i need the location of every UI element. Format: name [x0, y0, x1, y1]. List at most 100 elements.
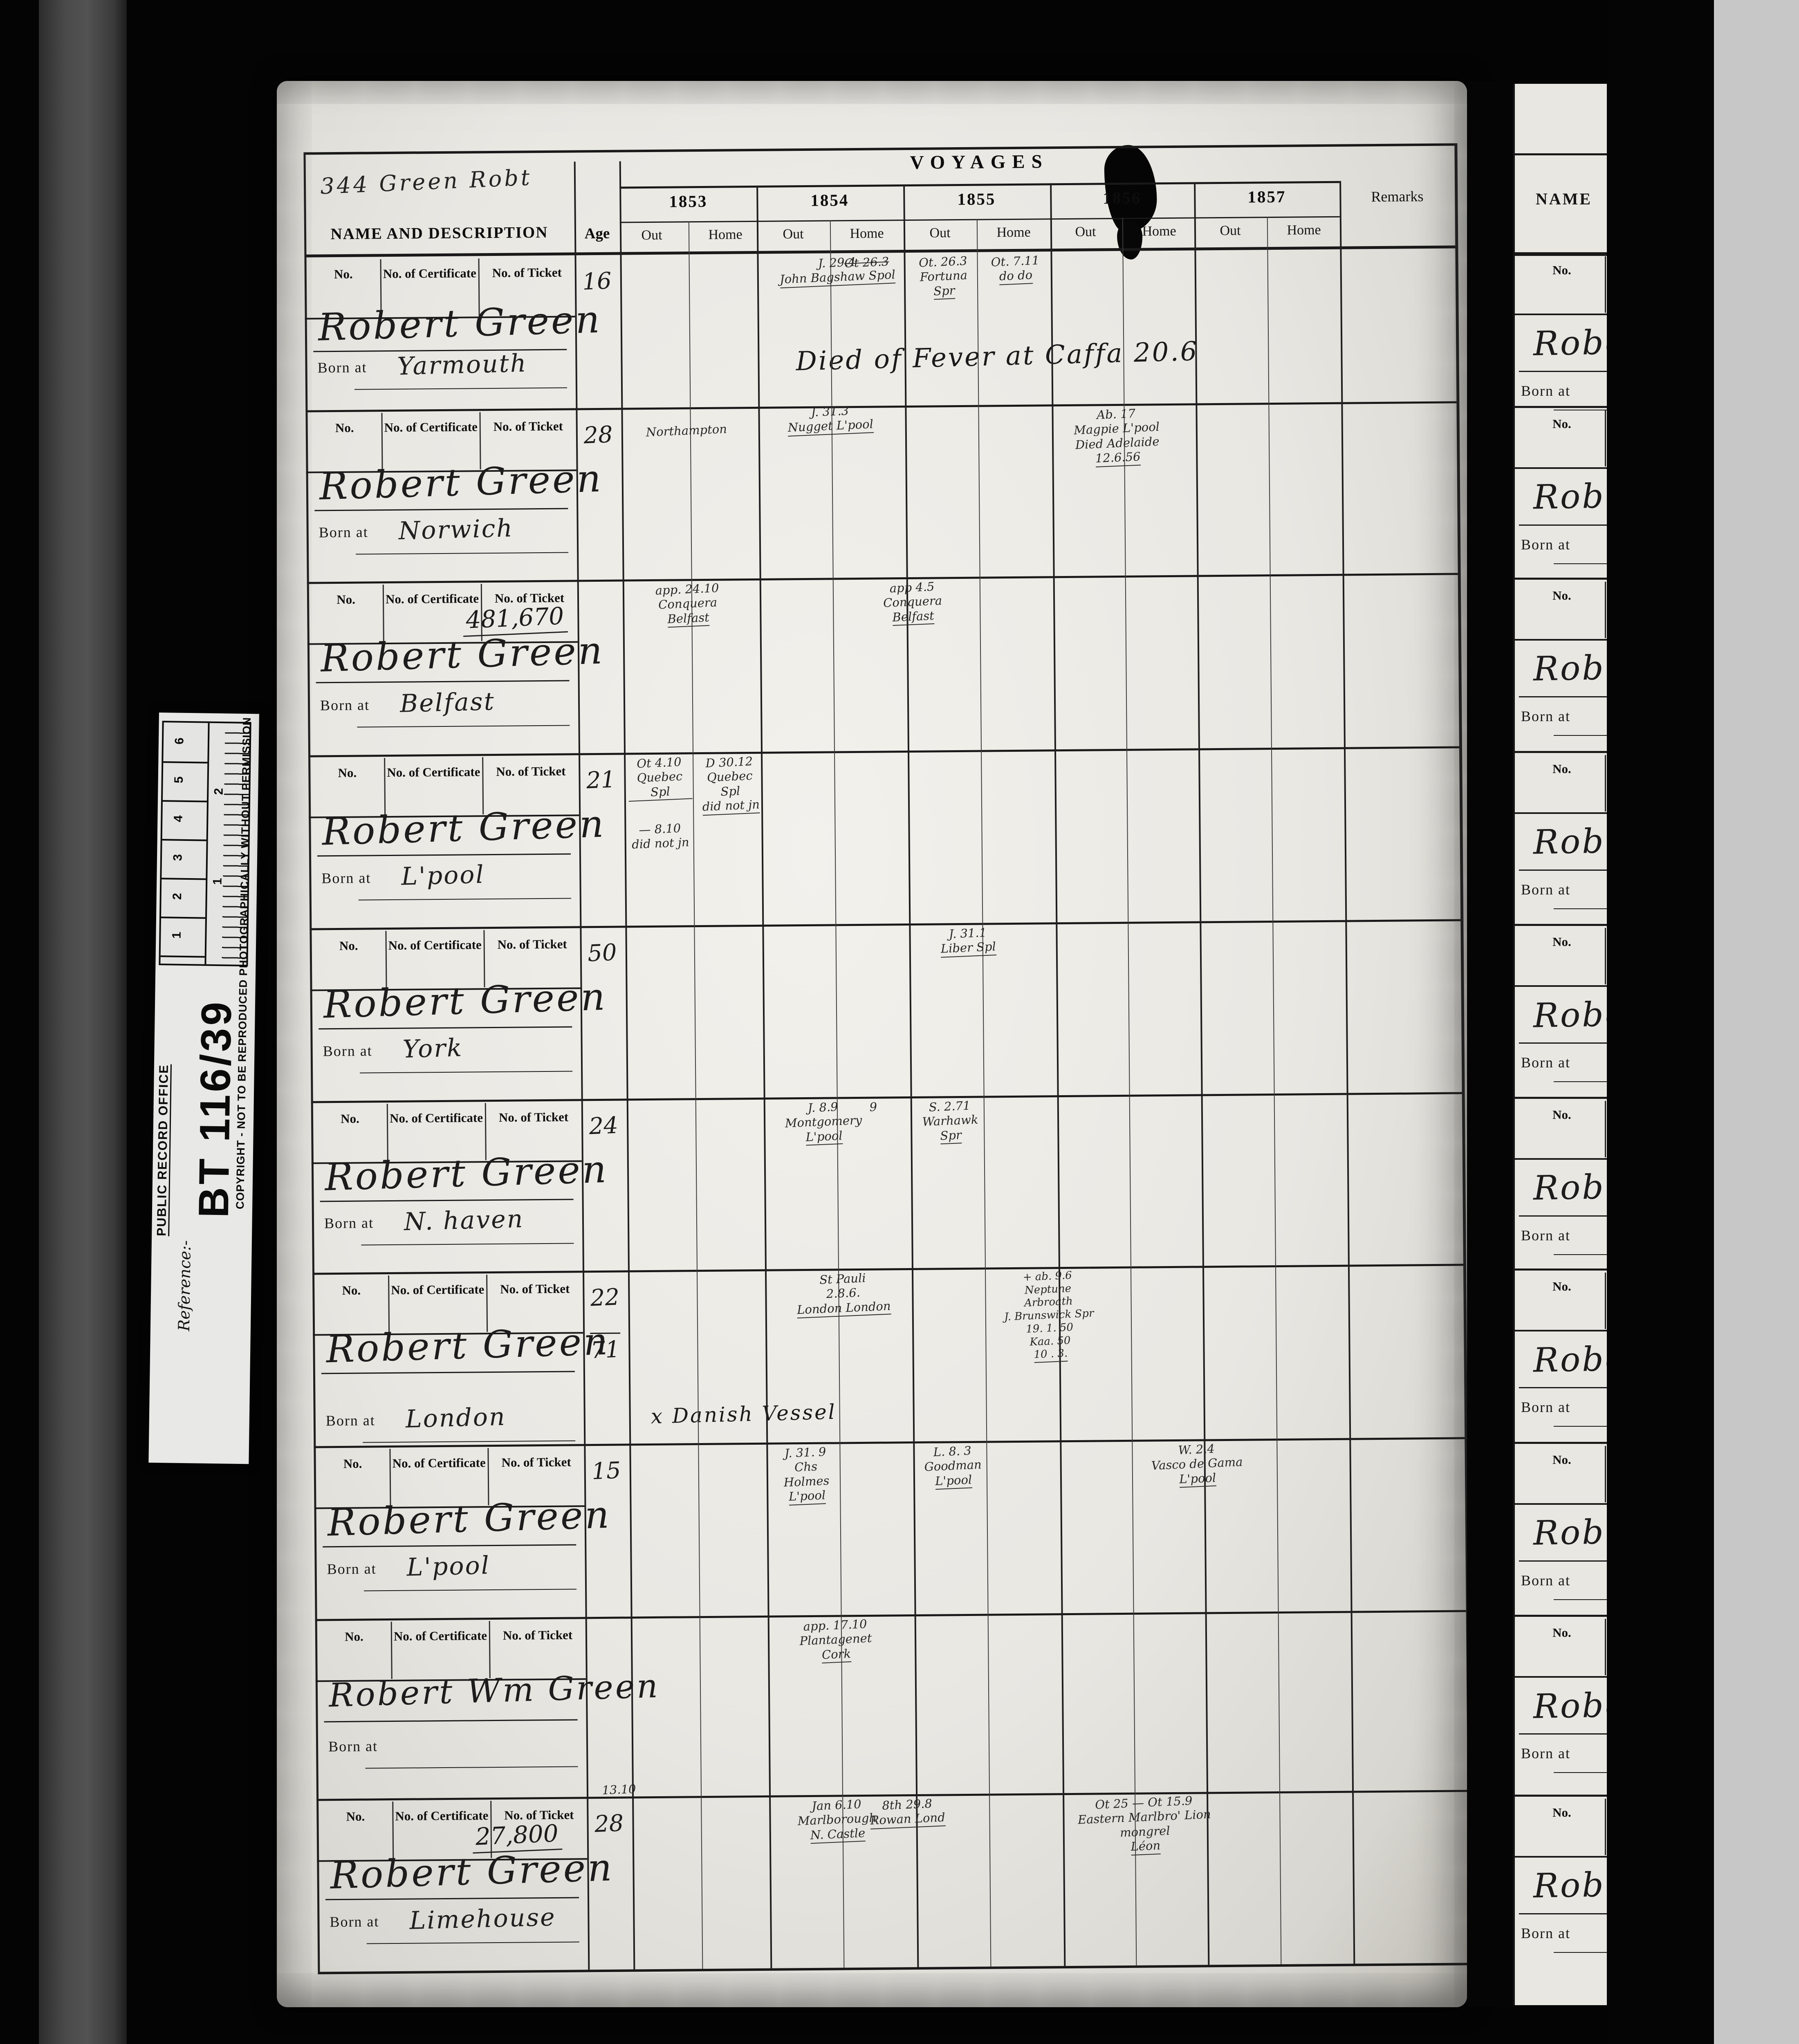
born-at-label: Born at: [324, 1215, 374, 1232]
voyage-entry-handwritten-1856-out: Ot 25 — Ot 15.9 Eastern Marlbro' Lion mong…: [1056, 1792, 1234, 1858]
voyage-entry-handwritten-1855-home: Ot. 7.11 do do: [983, 253, 1048, 286]
film-edge-strip: [39, 0, 127, 2044]
right-seaman-name-handwritten: Rob: [1533, 1513, 1606, 1553]
right-name-underline-rule: [1519, 371, 1611, 372]
no-label: No.: [334, 267, 353, 282]
voyage-entry-line: Quebec Spl: [707, 769, 753, 799]
age-column-header: Age: [584, 225, 610, 242]
right-birthplace-underline-rule: [1554, 1426, 1611, 1427]
voyage-entry-handwritten-1855-out: Ot. 26.3 Fortuna Spr: [911, 253, 977, 301]
right-birthplace-underline-rule: [1554, 735, 1611, 736]
voyage-entry-handwritten-1855-out: S. 2.71 Warhawk Spr: [917, 1098, 983, 1145]
right-entry-separator-rule: [1515, 1615, 1611, 1617]
right-birthplace-underline-rule: [1554, 1599, 1611, 1600]
entry-separator-rule: [308, 746, 1460, 758]
right-birthplace-underline-rule: [1554, 563, 1611, 564]
born-at-label: Born at: [323, 1042, 372, 1060]
right-entry-separator-rule: [1515, 1097, 1611, 1099]
voyage-entry-line: did not jn: [697, 797, 765, 816]
seaman-name-handwritten: Robert Green: [317, 297, 602, 350]
seaman-name-handwritten: Robert Green: [325, 1319, 610, 1372]
right-no-label: No.: [1552, 417, 1571, 431]
voyage-entry-line: J. 31. 9: [784, 1444, 827, 1461]
right-birthplace-underline-rule: [1554, 908, 1611, 909]
year-divider-rule: [1194, 182, 1210, 1965]
voyage-entry-handwritten-1853-out: — 8.10 did not jn: [628, 820, 693, 852]
right-entry-separator-rule: [1515, 1795, 1611, 1797]
ticket-label: No. of Ticket: [498, 1109, 569, 1125]
no-label: No.: [335, 420, 354, 435]
voyage-entry-handwritten-1854-out: J. 31.3 Nugget L'pool: [768, 402, 892, 437]
right-entry-separator-rule: [1515, 406, 1611, 408]
right-cell-rule: [1605, 755, 1606, 811]
right-no-label: No.: [1552, 1625, 1571, 1640]
certificate-label: No. of Certificate: [387, 764, 480, 780]
voyage-entry-handwritten-1855-out: L. 8. 3 Goodman L'pool: [920, 1443, 986, 1490]
no-label: No.: [343, 1456, 362, 1471]
birthplace-underline-rule: [366, 1941, 579, 1944]
certificate-label: No. of Certificate: [389, 1110, 483, 1126]
name-underline-rule: [317, 853, 571, 857]
table-bottom-rule: [318, 1963, 1469, 1975]
right-name-underline-rule: [1519, 1387, 1611, 1388]
no-label: No.: [341, 1111, 359, 1126]
born-at-label: Born at: [325, 1412, 375, 1429]
seaman-name-handwritten: Robert Green: [323, 975, 608, 1027]
certificate-cell-rule: [392, 1801, 394, 1859]
out-home-divider-rule: [688, 221, 703, 1969]
name-underline-rule: [325, 1897, 579, 1901]
right-no-label: No.: [1552, 1452, 1571, 1467]
age-value-handwritten: 22: [590, 1284, 620, 1312]
certificate-label: No. of Certificate: [391, 1282, 485, 1297]
right-entry-separator-rule: [1515, 751, 1611, 753]
remarks-column-header: Remarks: [1371, 188, 1424, 205]
out-header-1854: Out: [783, 226, 804, 242]
right-born-at-label: Born at: [1521, 1745, 1570, 1762]
birthplace-handwritten: York: [402, 1033, 464, 1064]
certificate-cell-rule: [388, 1275, 390, 1333]
year-divider-rule: [1339, 181, 1355, 1964]
voyage-entry-line: Chs Holmes: [783, 1459, 830, 1490]
right-certificate-row-rule: [1515, 1158, 1609, 1160]
right-seaman-name-handwritten: Rob: [1533, 1168, 1606, 1208]
birthplace-handwritten: L'pool: [401, 860, 485, 891]
home-header-1856: Home: [1142, 223, 1176, 239]
birthplace-underline-rule: [356, 552, 569, 555]
right-page-name-header: NAME: [1535, 190, 1593, 208]
out-home-divider-rule: [1267, 217, 1282, 1964]
right-no-label: No.: [1552, 1107, 1571, 1122]
name-underline-rule: [324, 1719, 578, 1723]
right-entry-separator-rule: [1515, 1269, 1611, 1271]
right-certificate-row-rule: [1515, 812, 1609, 814]
no-label: No.: [338, 765, 357, 780]
certificate-cell-rule: [381, 413, 383, 471]
certificate-cell-rule: [386, 1104, 388, 1161]
voyage-entry-handwritten-1854-home: app 4.5 Conquera Belfast: [850, 578, 975, 628]
out-header-1857: Out: [1220, 223, 1241, 238]
voyage-entry-line: Spr: [919, 1127, 983, 1145]
voyage-entry-line: 9: [869, 1100, 877, 1114]
birthplace-handwritten: Yarmouth: [397, 349, 528, 381]
death-note-handwritten: Died of Fever at Caffa 20.6: [795, 336, 1199, 377]
seaman-name-handwritten: Robert Green: [321, 802, 606, 854]
right-entry-separator-rule: [1515, 578, 1611, 580]
no-label: No.: [339, 938, 358, 953]
entry-separator-rule: [310, 919, 1461, 930]
voyage-entry-handwritten-1853-out: Northampton: [625, 421, 748, 441]
right-certificate-row-rule: [1515, 985, 1609, 987]
voyages-title: VOYAGES: [910, 151, 1049, 173]
right-born-at-label: Born at: [1521, 1925, 1570, 1941]
ticket-label: No. of Ticket: [493, 419, 563, 434]
voyage-entry-handwritten-1856-out: Ab. 17 Magpie L'pool Died Adelaide 12.6.56: [1054, 405, 1180, 469]
name-underline-rule: [323, 1544, 576, 1548]
year-header-1856: 1856: [1103, 188, 1142, 208]
birthplace-handwritten: N. haven: [404, 1204, 525, 1237]
right-name-underline-rule: [1519, 524, 1611, 526]
out-home-divider-rule: [976, 219, 991, 1967]
right-seaman-name-handwritten: Rob: [1533, 477, 1606, 517]
right-born-at-label: Born at: [1521, 383, 1570, 399]
voyage-entry-line: Northampton: [646, 422, 727, 439]
voyage-entry-line: L'pool: [778, 1488, 837, 1506]
age-value-handwritten: 16: [581, 267, 612, 296]
right-birthplace-underline-rule: [1554, 1254, 1611, 1255]
